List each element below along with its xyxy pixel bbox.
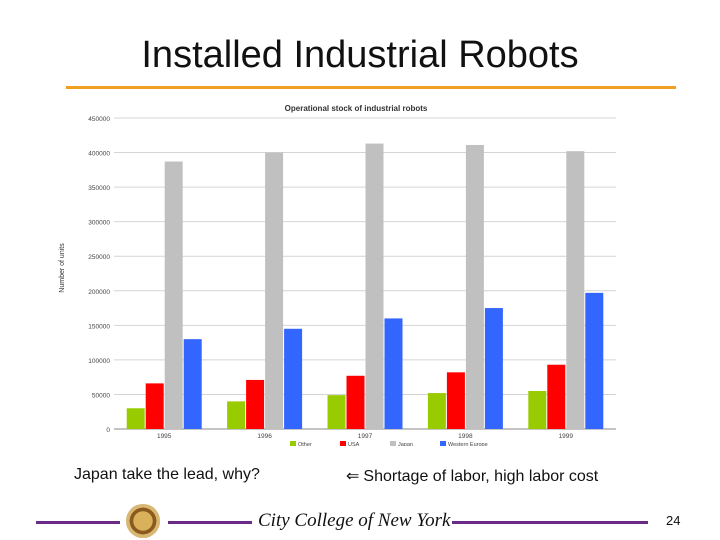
caption-answer-text: Shortage of labor, high labor cost xyxy=(363,468,599,485)
page-number: 24 xyxy=(666,513,681,528)
y-tick-label: 0 xyxy=(106,427,110,434)
x-tick-label: 1995 xyxy=(157,433,172,440)
legend-label: USA xyxy=(348,442,360,446)
footer-line-mid xyxy=(168,521,252,524)
bar-usa xyxy=(346,375,365,429)
arrow-left-icon: ⇐ xyxy=(346,468,360,485)
bar-usa xyxy=(145,383,164,429)
y-axis-label: Number of units xyxy=(59,243,66,293)
x-tick-label: 1996 xyxy=(257,433,272,440)
bar-other xyxy=(227,401,246,429)
footer-college-name: City College of New York xyxy=(258,510,451,531)
bar-western-europe xyxy=(484,308,503,429)
y-tick-label: 150000 xyxy=(88,323,110,330)
bar-japan xyxy=(164,161,183,429)
legend-label: Western Europe xyxy=(448,442,488,446)
y-tick-label: 350000 xyxy=(88,185,110,192)
bar-other xyxy=(427,393,446,429)
legend-swatch xyxy=(440,441,446,446)
slide-title: Installed Industrial Robots xyxy=(141,34,579,76)
y-tick-label: 450000 xyxy=(88,116,110,123)
chart-title: Operational stock of industrial robots xyxy=(285,104,428,113)
title-underline xyxy=(66,86,676,89)
x-tick-label: 1997 xyxy=(358,433,373,440)
bar-western-europe xyxy=(183,339,202,429)
legend-swatch xyxy=(390,441,396,446)
bar-other xyxy=(126,408,145,429)
chart-svg: Operational stock of industrial robots N… xyxy=(59,104,616,446)
bar-other xyxy=(528,390,547,429)
y-tick-label: 300000 xyxy=(88,220,110,227)
footer-line-right xyxy=(452,521,648,524)
bar-japan xyxy=(265,152,284,430)
y-tick-label: 250000 xyxy=(88,254,110,261)
bar-western-europe xyxy=(384,318,403,429)
bar-japan xyxy=(566,151,585,429)
bar-western-europe xyxy=(284,328,303,429)
legend-label: Japan xyxy=(398,442,413,446)
y-tick-label: 100000 xyxy=(88,358,110,365)
bar-japan xyxy=(365,143,384,429)
college-seal-icon xyxy=(126,504,160,538)
x-tick-label: 1998 xyxy=(458,433,473,440)
bar-usa xyxy=(246,379,265,429)
x-tick-label: 1999 xyxy=(559,433,574,440)
legend-swatch xyxy=(290,441,296,446)
robot-stock-chart: Operational stock of industrial robots N… xyxy=(50,98,620,446)
caption-answer: ⇐ Shortage of labor, high labor cost xyxy=(346,466,598,486)
legend-swatch xyxy=(340,441,346,446)
footer-line-left xyxy=(36,521,120,524)
bar-usa xyxy=(446,372,465,429)
bar-japan xyxy=(465,144,484,429)
bar-other xyxy=(327,395,346,429)
y-tick-label: 400000 xyxy=(88,151,110,158)
caption-question: Japan take the lead, why? xyxy=(74,466,260,483)
legend-label: Other xyxy=(298,442,312,446)
y-tick-label: 200000 xyxy=(88,289,110,296)
y-tick-label: 50000 xyxy=(92,392,110,399)
bar-western-europe xyxy=(585,292,604,429)
bar-usa xyxy=(547,364,566,429)
